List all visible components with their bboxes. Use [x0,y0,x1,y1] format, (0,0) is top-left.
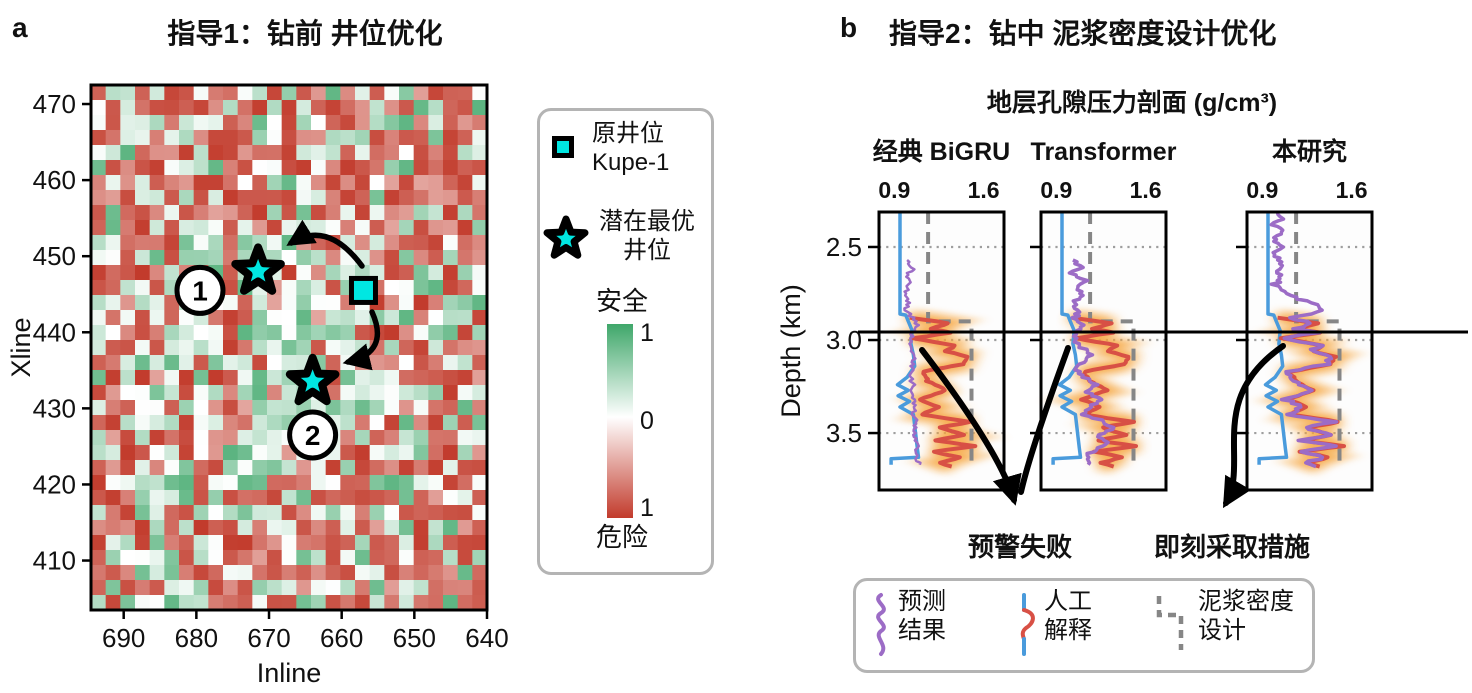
depth-tick-label: 3.5 [826,418,862,448]
heatmap-ylabel: Xline [6,317,36,377]
interpretation-legend-line2: 解释 [1044,617,1092,644]
pressure-tick-label: 0.9 [878,177,910,203]
optimal-well-star-2 [285,353,340,406]
interpretation-normal-line [1051,212,1083,465]
profile-panel-3: 0.9 1.6 本研究 [1236,137,1374,492]
interpretation-line-icon [1020,593,1035,656]
heatmap-grid [91,85,488,611]
prediction-line [1269,211,1339,469]
prediction-legend-label: 预测 结果 [898,587,946,645]
optimal-well-legend-line2: 井位 [623,237,671,264]
depth-tick-label: 2.5 [826,232,862,262]
profile-border [1245,210,1374,492]
relocation-arrow-2 [342,309,381,371]
danger-label: 危险 [595,522,648,552]
svg-text:660: 660 [320,623,363,653]
candidate-number-1: 1 [192,275,208,306]
candidate-number-circle-1 [174,264,226,316]
pressure-tick-label: 0.9 [1246,177,1278,203]
profile-panel-2: 0.9 1.6 Transformer [1030,138,1177,492]
pressure-tick-label: 1.6 [968,177,1000,203]
interpretation-over-line [909,315,978,469]
pressure-tick-label: 0.9 [1040,177,1072,203]
optimal-well-star-1 [231,243,285,295]
prediction-line-icon [876,593,886,656]
model-header-2: Transformer [1031,138,1177,166]
heatmap-xlabel: Inline [257,658,322,688]
mud-design-legend-line2: 设计 [1198,617,1246,644]
prediction-legend-line2: 结果 [898,617,946,644]
svg-text:670: 670 [247,623,290,653]
panel-a-label: a [12,12,28,43]
heatmap-border [89,83,489,612]
profile-legend: 预测 结果 人工 解释 泥浆密度 设计 [853,578,1315,673]
take-action-annotation: 即刻采取措施 [1153,532,1310,562]
optimal-well-star-icon [543,215,589,259]
svg-text:690: 690 [102,623,145,653]
original-well-marker [348,275,378,305]
outcome-arrow-1 [919,347,1022,506]
candidate-number-2: 2 [305,420,321,451]
pressure-tick-label: 1.6 [1130,177,1162,203]
mud-design-legend-label: 泥浆密度 设计 [1198,587,1294,645]
svg-text:420: 420 [33,469,76,499]
interpretation-normal-line [1257,212,1289,465]
colorbar-tick-top: 1 [640,319,654,347]
mud-design-line [926,212,974,467]
profile-border [877,210,1006,492]
warning-failed-annotation: 预警失败 [967,532,1072,562]
svg-text:450: 450 [33,241,76,271]
outcome-arrow-2 [1018,345,1071,495]
heatmap-axes: 690 680 670 660 650 640 470 460 450 440 430 420 410 I… [6,89,509,688]
svg-text:650: 650 [393,623,436,653]
candidate-number-circle-2 [287,409,339,461]
svg-text:680: 680 [175,623,218,653]
outcome-arrow-3 [1222,343,1286,509]
original-well-legend-line1: 原井位 [592,120,664,147]
model-header-3: 本研究 [1272,137,1347,166]
prediction-line [1067,258,1116,466]
mud-design-line-icon [1156,596,1184,650]
relocation-arrow-1 [286,219,365,269]
profile-panel-1: 2.5 3.0 3.5 0.9 1.6 经典 BiGRU [826,137,1011,492]
optimal-well-legend-line1: 潜在最优 [599,208,695,235]
panel-b-title: 指导2：钻中 泥浆密度设计优化 [889,18,1277,49]
original-well-legend-line2: Kupe-1 [592,149,670,176]
optimal-well-legend-label: 潜在最优 井位 [586,207,708,265]
colorbar-gradient [607,324,633,518]
original-well-icon [552,136,574,158]
interpretation-legend-line1: 人工 [1044,588,1092,615]
panel-a-title: 指导1：钻前 井位优化 [167,18,443,49]
svg-text:440: 440 [33,317,76,347]
interpretation-legend-label: 人工 解释 [1044,587,1092,645]
colorbar-tick-bottom: 1 [640,494,654,522]
svg-text:430: 430 [33,393,76,423]
svg-text:470: 470 [33,89,76,119]
map-legend: 原井位 Kupe-1 潜在最优 井位 安全 1 0 1 危险 [537,108,714,575]
colorbar-tick-mid: 0 [640,407,654,435]
original-well-legend-label: 原井位 Kupe-1 [592,119,669,177]
svg-text:460: 460 [33,165,76,195]
svg-text:410: 410 [33,546,76,576]
depth-tick-label: 3.0 [826,325,862,355]
pressure-tick-label: 1.6 [1336,177,1368,203]
prediction-line [903,259,922,466]
panel-b-subtitle: 地层孔隙压力剖面 (g/cm³) [986,89,1278,117]
model-header-1: 经典 BiGRU [873,137,1011,166]
panel-b-label: b [840,12,858,43]
svg-text:640: 640 [465,623,508,653]
mud-design-legend-line1: 泥浆密度 [1198,588,1294,615]
prediction-legend-line1: 预测 [898,588,946,615]
depth-axis-label: Depth (km) [776,284,806,418]
profile-border [1039,210,1168,492]
safe-label: 安全 [595,286,648,316]
